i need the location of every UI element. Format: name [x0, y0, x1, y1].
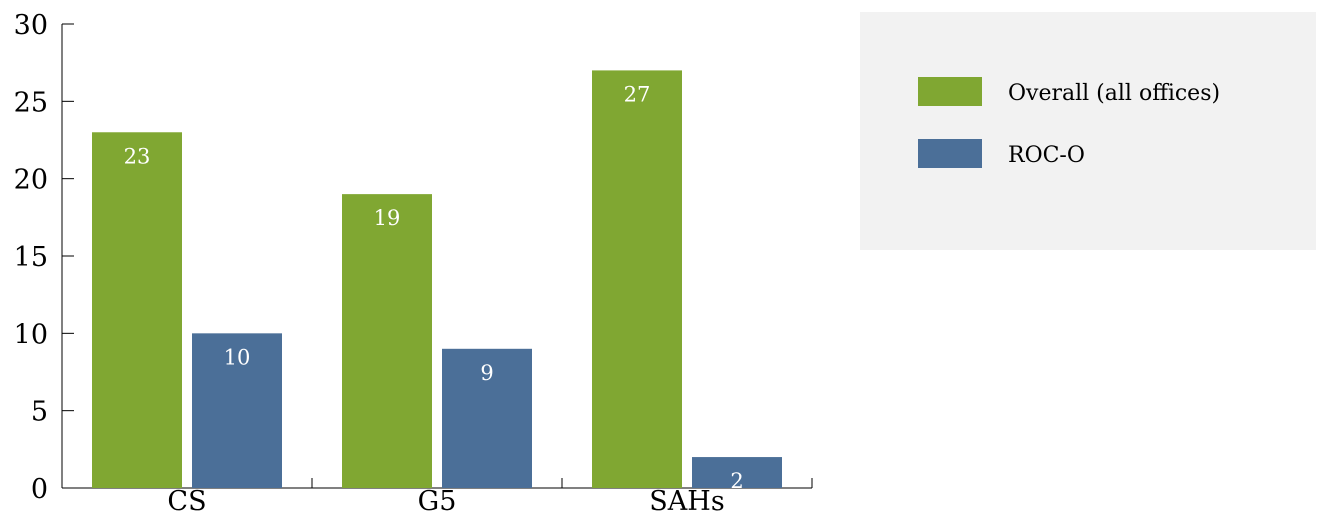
bars: 23 10 19 9 27 2: [92, 70, 782, 493]
bar: [192, 333, 282, 488]
y-tick-label: 25: [14, 87, 48, 118]
x-category-label: CS: [167, 486, 206, 517]
bar: [442, 348, 532, 488]
y-tick-label: 20: [14, 165, 48, 196]
x-category-label: G5: [418, 486, 457, 517]
y-tick-label: 15: [14, 242, 48, 273]
legend-label: ROC-O: [1008, 143, 1085, 168]
y-tick-label: 30: [14, 10, 48, 41]
legend-box: [860, 12, 1316, 250]
legend-swatch: [918, 139, 982, 168]
data-label: 19: [374, 206, 401, 230]
bar: [692, 457, 782, 488]
data-label: 9: [480, 361, 493, 385]
x-category-label: SAHs: [649, 486, 724, 517]
legend-label: Overall (all offices): [1008, 81, 1220, 106]
legend-swatch: [918, 77, 982, 106]
bar: [92, 132, 182, 488]
data-label: 2: [730, 469, 743, 493]
data-label: 27: [624, 82, 651, 106]
bar: [342, 194, 432, 488]
data-label: 10: [224, 345, 251, 369]
y-tick-label: 10: [14, 319, 48, 350]
legend: Overall (all offices) ROC-O: [860, 12, 1316, 250]
y-tick-label: 5: [31, 397, 48, 428]
axes: 0 5 10 15 20 25 30 CS G5 SAHs: [14, 10, 813, 517]
data-label: 23: [124, 144, 151, 168]
bar: [592, 70, 682, 489]
y-tick-label: 0: [31, 474, 48, 505]
